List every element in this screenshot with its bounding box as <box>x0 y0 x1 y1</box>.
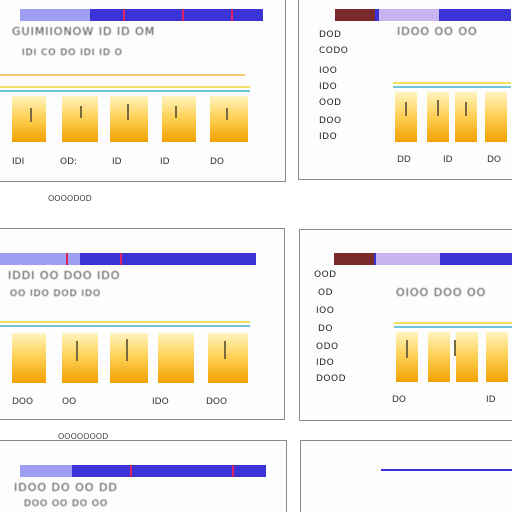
marker <box>120 253 122 265</box>
tick-label: DOO <box>206 397 228 407</box>
bar <box>428 332 450 382</box>
row-label: DO <box>318 324 334 334</box>
marker <box>66 253 68 265</box>
bar <box>395 92 417 142</box>
row-label: IDO <box>316 358 335 368</box>
bar <box>62 333 98 383</box>
row-label: OOD <box>319 98 342 108</box>
row-label: IDO <box>319 82 338 92</box>
panel-subheading: OO IDO DOD IDO <box>10 289 102 299</box>
marker <box>231 9 233 21</box>
header-accent <box>376 253 440 265</box>
tick-label: DO <box>392 395 407 405</box>
bar <box>162 96 196 142</box>
chart-thumbnail-bottom-right[interactable] <box>300 440 512 512</box>
marker <box>130 465 132 477</box>
bar <box>455 92 477 142</box>
tick-label: OO <box>62 397 77 407</box>
bar <box>110 96 148 142</box>
bar <box>158 333 194 383</box>
tick-label: IDI <box>12 157 25 167</box>
panel-heading: IDOO DO OO DD <box>14 481 118 494</box>
chart-thumbnail-mid-left[interactable]: IDDI OO DOO IDO OO IDO DOD IDO DOO OO ID… <box>0 228 285 420</box>
marker <box>182 9 184 21</box>
tick-label: OD: <box>60 157 78 167</box>
row-label: IOO <box>316 306 335 316</box>
chart-thumbnail-bottom-left[interactable]: IDOO DO OO DD DOO OO DO OO <box>0 440 287 512</box>
row-label: OD <box>318 288 334 298</box>
marker <box>232 465 234 477</box>
panel-heading: IDOO OO OO <box>397 25 478 38</box>
tick-label: DOO <box>12 397 34 407</box>
panel-subheading: IDI CO DO IDI ID O <box>22 48 123 58</box>
header-accent <box>20 465 72 477</box>
bar-chart <box>393 72 511 142</box>
bar <box>208 333 248 383</box>
tick-label: IDO <box>152 397 169 407</box>
tick-label: DD <box>397 155 411 165</box>
chart-thumbnail-top-right[interactable]: IDOO OO OO DOD CODO IOO IDO OOD DOO IDO … <box>298 0 512 180</box>
caption: OOOOOOOD <box>58 432 109 441</box>
header-accent <box>0 253 80 265</box>
tick-label: ID <box>112 157 122 167</box>
tick-label: ID <box>443 155 453 165</box>
panel-heading: IDDI OO DOO IDO <box>8 269 121 282</box>
tick-label: DO <box>210 157 225 167</box>
caption: OOOODOD <box>48 194 92 203</box>
row-label: DOO <box>319 116 342 126</box>
panel-heading: GUIMIIONOW ID ID OM <box>12 25 156 38</box>
panel-subheading: DOO OO DO OO <box>24 499 109 509</box>
tick-label: ID <box>160 157 170 167</box>
row-label: IOO <box>319 66 338 76</box>
row-label: ODO <box>316 342 339 352</box>
tick-label: DO <box>487 155 502 165</box>
chart-thumbnail-mid-right[interactable]: OIOO DOO OO OOD OD IOO DO ODO IDO DOOD D… <box>299 229 512 421</box>
header-accent <box>334 253 374 265</box>
header-accent <box>20 9 90 21</box>
row-label: IDO <box>319 132 338 142</box>
tick-label: ID <box>486 395 496 405</box>
panel-heading: OIOO DOO OO <box>396 286 487 299</box>
header-bar <box>20 465 266 477</box>
header-bar <box>381 469 512 471</box>
bar <box>110 333 148 383</box>
header-accent <box>335 9 375 21</box>
bar <box>12 333 46 383</box>
bar <box>12 96 46 142</box>
bar <box>210 96 248 142</box>
bar <box>485 92 507 142</box>
bar-chart <box>0 313 258 383</box>
bar-chart <box>0 72 258 142</box>
row-label: CODO <box>319 46 349 56</box>
bar-chart <box>394 312 512 382</box>
bar <box>456 332 478 382</box>
row-label: DOOD <box>316 374 347 384</box>
header-accent <box>379 9 439 21</box>
bar <box>62 96 98 142</box>
row-label: OOD <box>314 270 337 280</box>
marker <box>123 9 125 21</box>
bar <box>486 332 508 382</box>
row-label: DOD <box>319 30 342 40</box>
chart-thumbnail-top-left[interactable]: GUIMIIONOW ID ID OM IDI CO DO IDI ID O I… <box>0 0 286 182</box>
bar <box>427 92 449 142</box>
